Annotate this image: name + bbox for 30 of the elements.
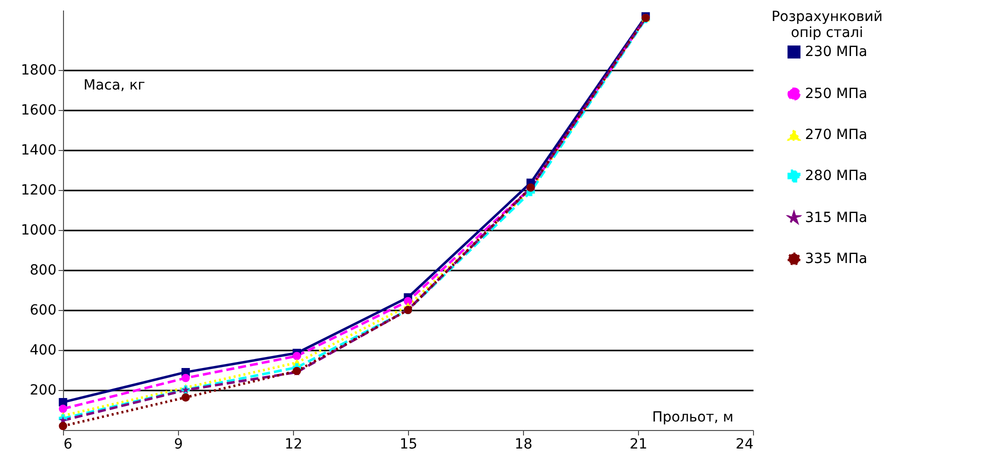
legend-label: 280 МПа bbox=[805, 168, 868, 184]
y-tick-label: 1200 bbox=[20, 182, 56, 198]
legend-label: 335 МПа bbox=[805, 251, 868, 267]
legend-label: 250 МПа bbox=[805, 86, 868, 102]
x-tick-label: 12 bbox=[284, 436, 302, 452]
x-tick-label: 24 bbox=[736, 436, 754, 452]
x-tick-label: 6 bbox=[64, 436, 72, 452]
point bbox=[292, 352, 302, 360]
point bbox=[181, 393, 190, 402]
legend-label: 230 МПа bbox=[805, 44, 868, 60]
y-tick-label: 1800 bbox=[20, 62, 56, 78]
y-tick-label: 200 bbox=[30, 382, 56, 398]
y-tick-label: 1000 bbox=[20, 222, 56, 238]
legend-title: Розрахунковий опір сталі bbox=[771, 9, 883, 41]
x-axis-title: Прольот, м bbox=[652, 410, 734, 426]
point bbox=[181, 374, 190, 382]
x-tick-label: 18 bbox=[514, 436, 532, 452]
y-tick-label: 400 bbox=[30, 342, 56, 358]
legend-label: 270 МПа bbox=[805, 127, 868, 143]
point bbox=[58, 422, 68, 430]
x-tick-label: 21 bbox=[630, 436, 648, 452]
y-axis-title: Маса, кг bbox=[84, 78, 146, 94]
x-tick-label: 9 bbox=[174, 436, 183, 452]
y-tick-label: 1600 bbox=[20, 102, 56, 118]
x-tick-label: 15 bbox=[400, 436, 418, 452]
y-tick-label: 600 bbox=[30, 302, 56, 318]
legend-label: 315 МПа bbox=[805, 210, 868, 226]
point bbox=[58, 404, 68, 413]
y-tick-label: 800 bbox=[30, 262, 56, 278]
y-tick-label: 1400 bbox=[20, 142, 56, 158]
